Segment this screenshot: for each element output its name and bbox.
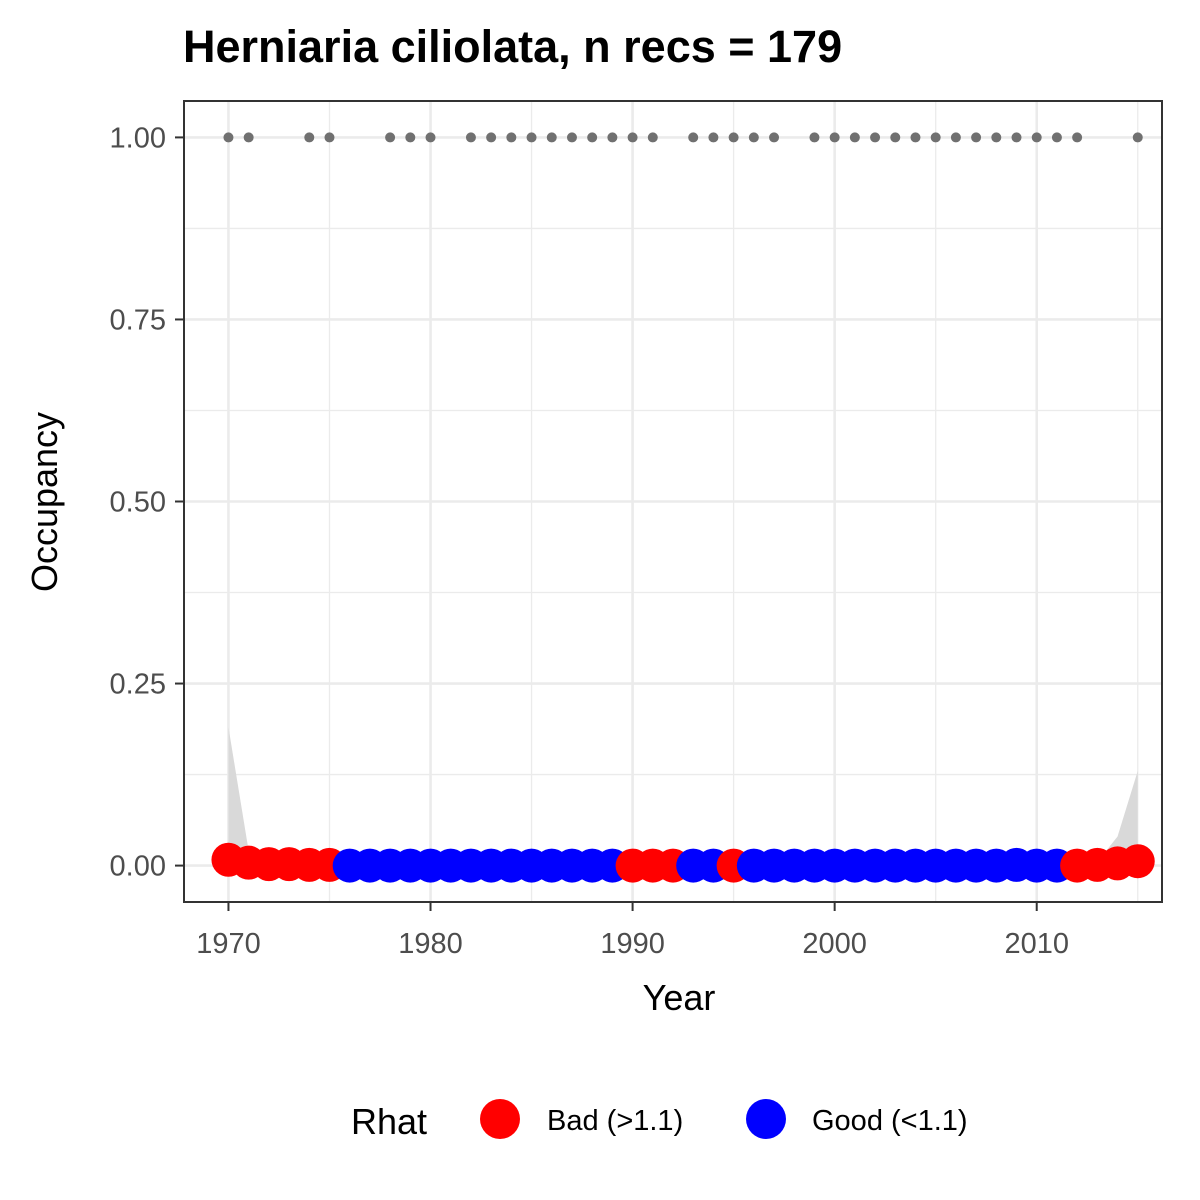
record-point	[546, 132, 557, 143]
record-point	[688, 132, 699, 143]
major-gridlines	[184, 101, 1162, 902]
y-tick-label: 0.50	[110, 487, 166, 519]
record-point	[1072, 132, 1083, 143]
record-point	[486, 132, 497, 143]
record-point	[708, 132, 719, 143]
record-point	[647, 132, 658, 143]
record-point	[728, 132, 739, 143]
record-point	[950, 132, 961, 143]
record-point	[1051, 132, 1062, 143]
occupancy-points	[211, 842, 1155, 883]
record-point	[405, 132, 416, 143]
confidence-ribbon	[228, 727, 1138, 866]
x-tick-label: 2010	[1004, 928, 1069, 960]
occupancy-point	[1120, 844, 1155, 879]
record-points	[223, 132, 1143, 143]
legend-label-good: Good (<1.1)	[812, 1105, 968, 1137]
legend: Rhat Bad (>1.1) Good (<1.1)	[351, 1099, 968, 1142]
record-point	[809, 132, 820, 143]
record-point	[1011, 132, 1022, 143]
y-tick-label: 1.00	[110, 122, 166, 154]
x-tick-label: 1990	[600, 928, 665, 960]
record-point	[991, 132, 1002, 143]
record-point	[425, 132, 436, 143]
y-tick-label: 0.75	[110, 304, 166, 336]
x-tick-label: 1980	[398, 928, 463, 960]
record-point	[1031, 132, 1042, 143]
record-point	[829, 132, 840, 143]
record-point	[324, 132, 335, 143]
record-point	[506, 132, 517, 143]
record-point	[243, 132, 254, 143]
record-point	[769, 132, 780, 143]
record-point	[465, 132, 476, 143]
record-point	[910, 132, 921, 143]
y-tick-label: 0.25	[110, 669, 166, 701]
x-tick-label: 2000	[802, 928, 867, 960]
x-axis-title: Year	[643, 977, 716, 1018]
y-axis-title: Occupancy	[24, 412, 65, 592]
record-point	[748, 132, 759, 143]
legend-key-bad	[480, 1099, 520, 1139]
legend-key-good	[746, 1099, 786, 1139]
record-point	[587, 132, 598, 143]
record-point	[526, 132, 537, 143]
legend-label-bad: Bad (>1.1)	[547, 1105, 683, 1137]
record-point	[566, 132, 577, 143]
record-point	[627, 132, 638, 143]
record-point	[870, 132, 881, 143]
legend-title: Rhat	[351, 1101, 427, 1142]
record-point	[223, 132, 234, 143]
record-point	[607, 132, 618, 143]
x-tick-label: 1970	[196, 928, 261, 960]
record-point	[971, 132, 982, 143]
chart-title: Herniaria ciliolata, n recs = 179	[183, 21, 842, 72]
record-point	[385, 132, 396, 143]
record-point	[304, 132, 315, 143]
record-point	[1132, 132, 1143, 143]
y-axis: 0.00 0.25 0.50 0.75 1.00	[110, 122, 184, 883]
y-tick-label: 0.00	[110, 851, 166, 883]
ci-ribbon-area	[228, 727, 1138, 866]
x-axis: 1970 1980 1990 2000 2010	[196, 902, 1069, 960]
record-point	[849, 132, 860, 143]
record-point	[890, 132, 901, 143]
record-point	[930, 132, 941, 143]
